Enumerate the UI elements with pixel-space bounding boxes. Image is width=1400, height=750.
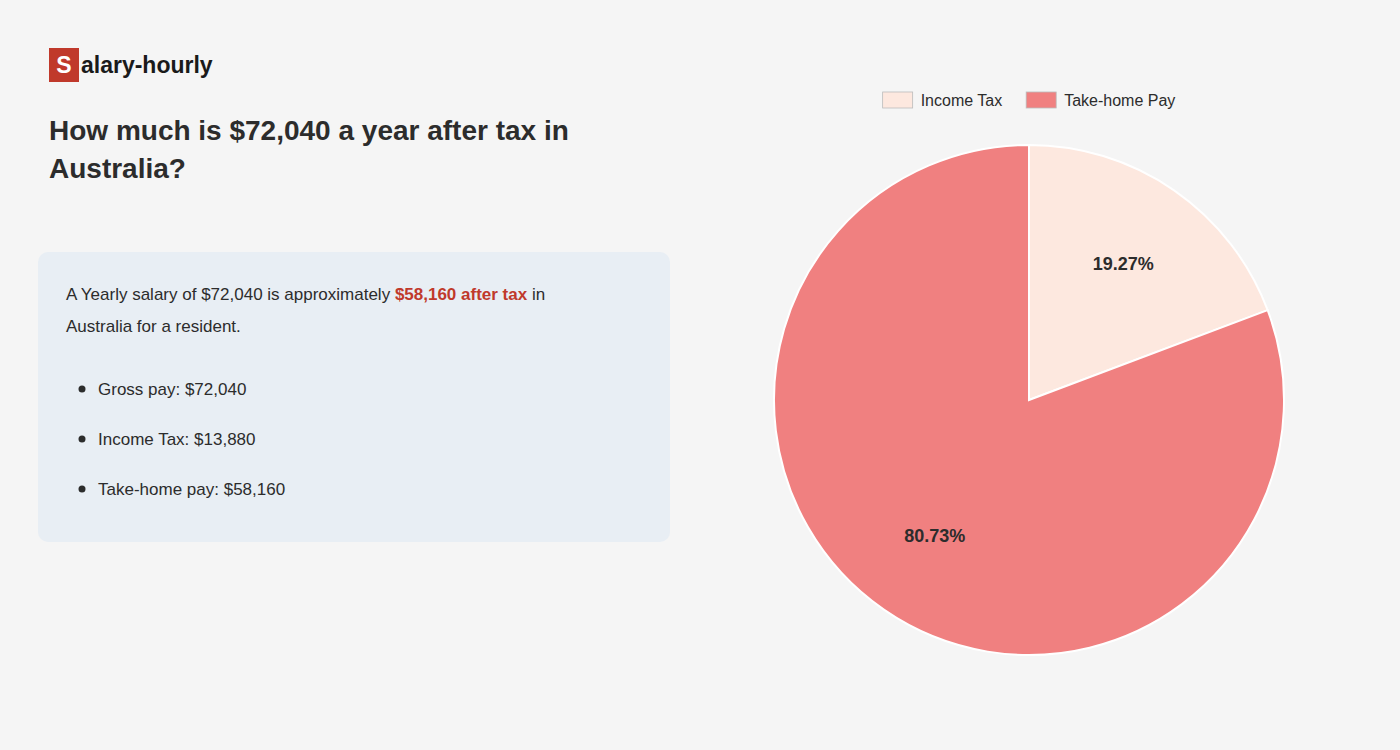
data-label: 80.73% [904,526,965,546]
title: How much is $72,040 a year after tax in A… [49,115,569,184]
legend-label: Take-home Pay [1064,92,1175,109]
summary-text: A Yearly salary of $72,040 is approximat… [66,285,395,304]
chart: Salary-hourly How much is $72,040 a year … [0,0,1400,750]
title-line: Australia? [49,153,186,184]
pie [774,145,1284,655]
legend: Income Tax Take-home Pay [883,92,1176,109]
legend-label: Income Tax [921,92,1003,109]
summary-line: Australia for a resident. [66,317,241,336]
data-label: 19.27% [1093,254,1154,274]
pie-slice [774,145,1284,655]
summary-highlight: $58,160 after tax [395,285,528,304]
bullet [79,436,86,443]
info-box [38,252,670,542]
logo-text: alary-hourly [81,52,213,78]
background [0,0,1400,750]
bullet [79,386,86,393]
bullet [79,486,86,493]
legend-swatch [883,92,913,108]
title-line: How much is $72,040 a year after tax in [49,115,569,146]
logo-box [49,48,79,82]
summary-text: in [527,285,545,304]
logo-letter: S [56,52,71,78]
bullet-text: Income Tax: $13,880 [98,430,256,449]
chart-root: Salary-hourly How much is $72,040 a year … [0,0,1400,750]
legend-swatch [1026,92,1056,108]
bullet-text: Take-home pay: $58,160 [98,480,285,499]
text-panel: Salary-hourly How much is $72,040 a year … [38,48,670,542]
summary-line: A Yearly salary of $72,040 is approximat… [66,285,545,304]
bullet-text: Gross pay: $72,040 [98,380,246,399]
